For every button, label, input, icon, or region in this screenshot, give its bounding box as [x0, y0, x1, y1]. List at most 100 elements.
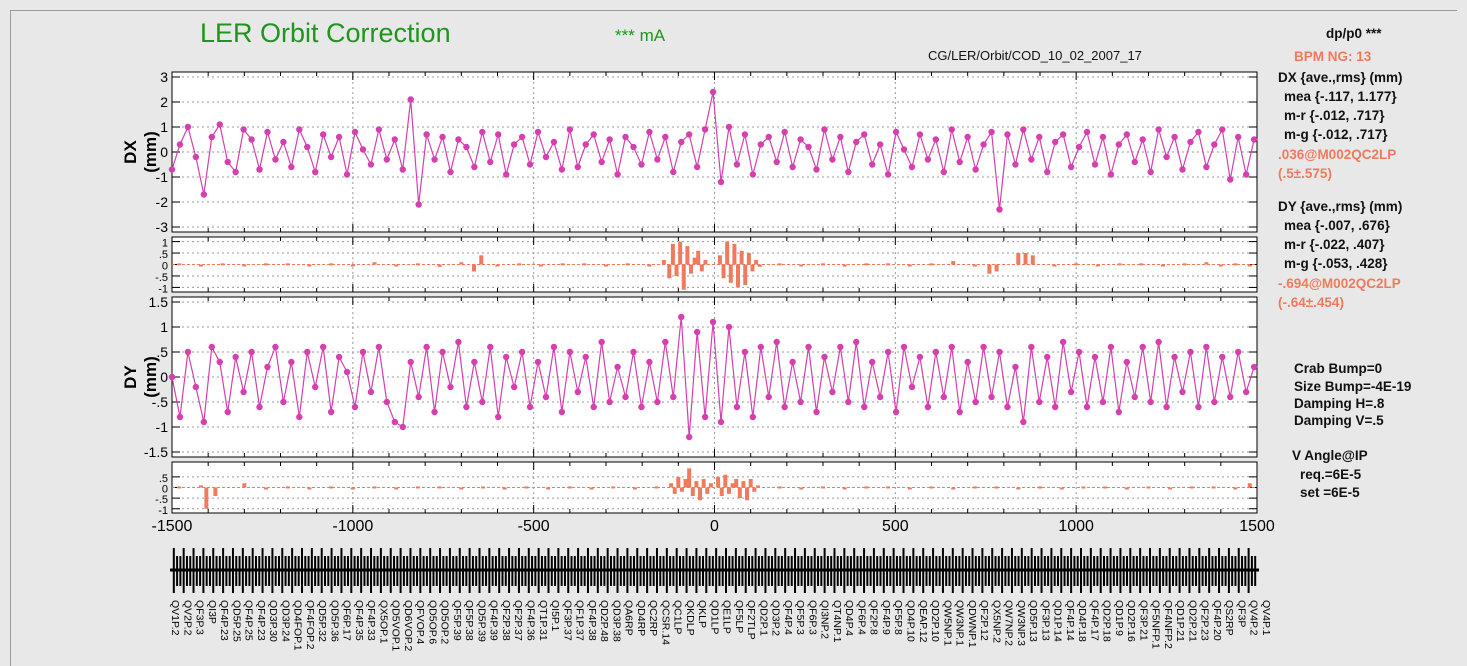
orbit-point — [439, 133, 446, 141]
magnet-label: QD2P.18 — [1101, 600, 1113, 642]
orbit-point — [1155, 126, 1162, 133]
orbit-point — [1179, 166, 1186, 173]
orbit-point — [542, 153, 550, 161]
orbit-point — [391, 136, 398, 143]
orbit-point — [908, 163, 916, 171]
magnet-label: QD3P.30 — [267, 600, 279, 642]
orbit-point — [383, 398, 391, 406]
corrector-bar — [799, 487, 804, 490]
window-top-border — [10, 0, 1457, 11]
orbit-point — [813, 408, 820, 416]
orbit-point — [654, 398, 661, 406]
magnet-label: QA6RP — [623, 600, 635, 636]
orbit-point — [367, 161, 375, 168]
orbit-point — [972, 166, 979, 173]
corrector-bar — [502, 487, 507, 490]
y-tick-label: -3 — [156, 219, 169, 235]
y-tick-label: 0 — [162, 484, 168, 496]
corrector-bar — [632, 487, 637, 490]
orbit-point — [1242, 171, 1250, 178]
orbit-point — [280, 398, 287, 406]
orbit-point — [510, 383, 518, 391]
orbit-point — [359, 348, 367, 356]
orbit-point — [988, 393, 995, 401]
corrector-bar — [307, 264, 312, 267]
orbit-point — [1219, 353, 1226, 361]
orbit-point — [335, 133, 343, 141]
orbit-point — [1107, 171, 1115, 178]
corrector-bar — [864, 263, 869, 266]
orbit-point — [526, 403, 534, 411]
orbit-point — [956, 408, 963, 416]
magnet-label: QF6P.4 — [855, 600, 867, 635]
corrector-bar — [752, 487, 757, 492]
orbit-point — [1211, 141, 1218, 148]
corrector-bar — [708, 483, 713, 488]
orbit-point — [940, 168, 947, 176]
orbit-point — [1195, 128, 1202, 136]
orbit-point — [948, 126, 955, 133]
dx-peak: .036@M002QC2LP — [1278, 147, 1397, 162]
corrector-bar — [394, 264, 399, 267]
corrector-bar — [1016, 253, 1021, 265]
corrector-bar — [687, 468, 692, 488]
orbit-point — [1115, 408, 1123, 416]
y-tick-label: 0 — [160, 144, 168, 160]
orbit-point — [304, 143, 311, 151]
orbit-point — [1171, 353, 1178, 361]
orbit-point — [940, 393, 947, 401]
magnet-label: QD4RP — [635, 600, 647, 636]
orbit-point — [415, 201, 422, 208]
orbit-point — [773, 158, 780, 166]
orbit-point — [853, 338, 860, 346]
magnet-label: QD3P.24 — [279, 600, 291, 642]
orbit-point — [367, 388, 375, 396]
orbit-point — [813, 166, 820, 173]
orbit-point — [1044, 168, 1051, 176]
orbit-point — [566, 126, 574, 133]
orbit-point — [566, 348, 574, 356]
magnet-label: QF4P.35 — [353, 600, 365, 641]
magnet-label: QD1P.14 — [1052, 600, 1064, 642]
corrector-bar — [750, 264, 755, 272]
magnet-label: QEAP.12 — [917, 600, 929, 643]
orbit-point — [797, 398, 804, 406]
corrector-bar — [799, 264, 804, 267]
corrector-bar — [721, 264, 726, 279]
orbit-point — [415, 393, 422, 401]
y-tick-label: 3 — [160, 69, 168, 85]
orbit-point — [272, 343, 279, 351]
corrector-bar — [437, 264, 442, 267]
orbit-point — [479, 398, 486, 406]
orbit-point — [1123, 358, 1131, 366]
orbit-point — [1139, 343, 1146, 351]
orbit-point — [471, 163, 478, 171]
orbit-point — [1012, 363, 1019, 371]
orbit-point — [1195, 403, 1202, 411]
orbit-point — [272, 156, 279, 163]
dx-stats-header: DX {ave.,rms} (mm) — [1278, 70, 1403, 85]
corrector-bar — [734, 479, 739, 488]
orbit-point — [264, 363, 271, 371]
orbit-point — [471, 358, 478, 366]
orbit-point — [550, 138, 558, 146]
orbit-point — [749, 171, 757, 178]
orbit-point — [956, 158, 963, 166]
corrector-bar — [394, 487, 399, 490]
orbit-point — [1123, 131, 1131, 138]
orbit-point — [216, 121, 223, 128]
corrector-bar — [701, 479, 706, 488]
orbit-point — [916, 131, 924, 138]
corrector-bar — [679, 487, 684, 492]
x-tick-label: 1500 — [1239, 518, 1275, 535]
orbit-point — [168, 373, 176, 381]
corrector-bar — [1247, 264, 1252, 267]
magnet-label: QF4P.14 — [1064, 600, 1076, 641]
corrector-bar — [1124, 487, 1129, 490]
magnet-label: QD2P.10 — [929, 600, 941, 642]
dy-stats-header: DY {ave.,rms} (mm) — [1278, 199, 1403, 214]
orbit-point — [701, 413, 709, 421]
corrector-bar — [1168, 487, 1173, 490]
orbit-point — [876, 393, 884, 401]
corrector-bar — [716, 476, 721, 488]
